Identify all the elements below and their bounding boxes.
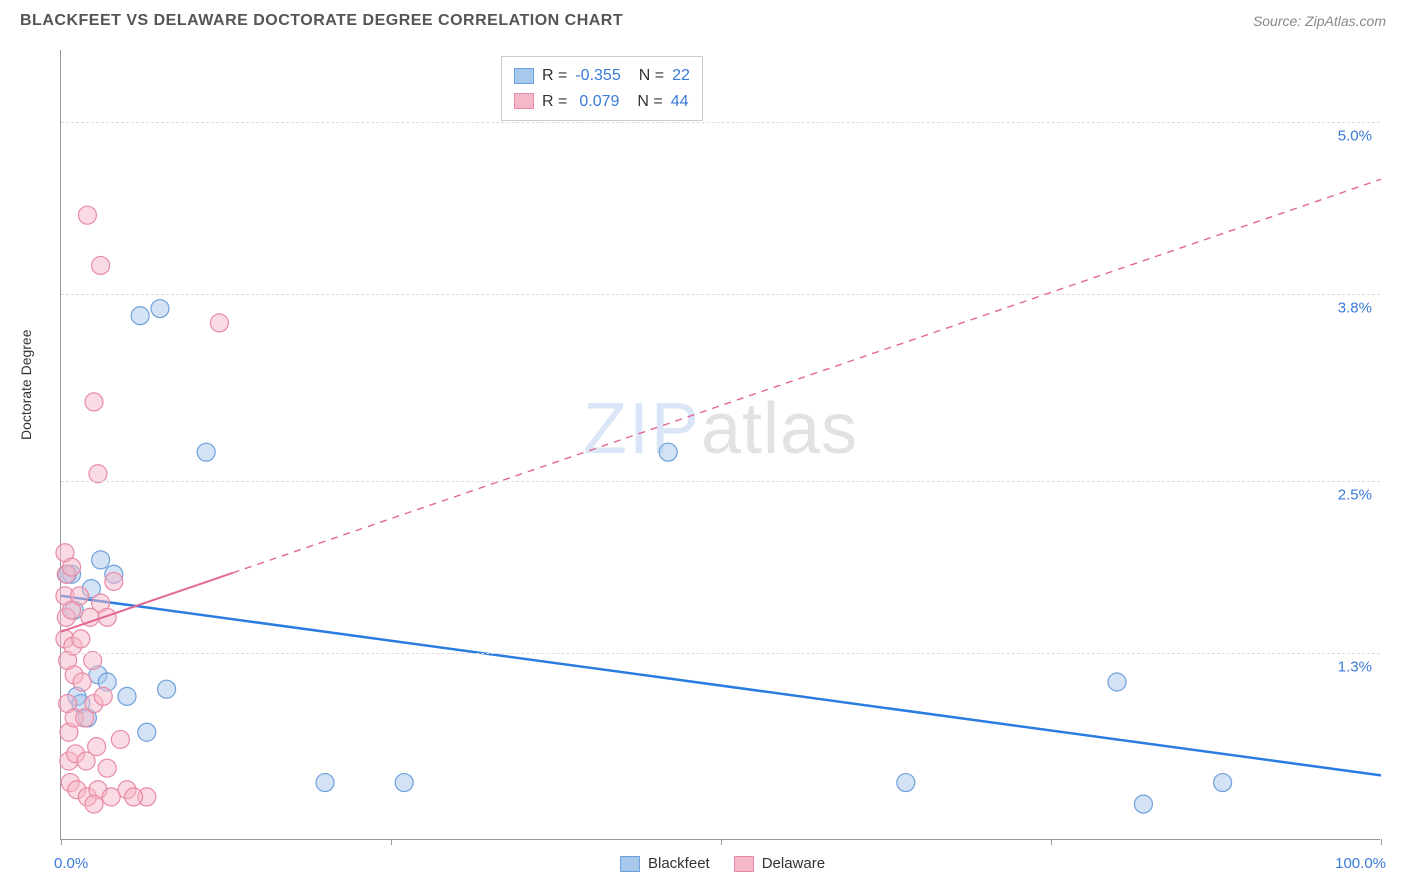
gridline-h (61, 122, 1380, 123)
legend-r-label: R = (542, 63, 567, 89)
y-tick-label: 1.3% (1338, 659, 1372, 676)
legend-label-0: Blackfeet (648, 855, 710, 872)
scatter-point (105, 572, 123, 590)
plot-area: ZIPatlas R = -0.355 N = 22 R = 0.079 N =… (60, 50, 1380, 840)
swatch-delaware (514, 93, 534, 109)
legend-correlation: R = -0.355 N = 22 R = 0.079 N = 44 (501, 56, 703, 121)
scatter-point (138, 723, 156, 741)
gridline-h (61, 653, 1380, 654)
y-tick-label: 2.5% (1338, 486, 1372, 503)
scatter-point (94, 687, 112, 705)
scatter-point (98, 759, 116, 777)
x-tick (391, 839, 392, 845)
trend-line-dashed (233, 179, 1381, 573)
legend-r-label: R = (542, 89, 567, 115)
chart-header: BLACKFEET VS DELAWARE DOCTORATE DEGREE C… (0, 0, 1406, 38)
legend-r-value-0: -0.355 (575, 63, 620, 89)
scatter-point (131, 307, 149, 325)
plot-svg (61, 50, 1380, 839)
scatter-point (197, 443, 215, 461)
scatter-point (897, 774, 915, 792)
x-tick-max: 100.0% (1335, 855, 1386, 872)
legend-series: Blackfeet Delaware (620, 855, 825, 872)
gridline-h (61, 481, 1380, 482)
gridline-h (61, 294, 1380, 295)
scatter-point (70, 587, 88, 605)
scatter-point (210, 314, 228, 332)
legend-row-blackfeet: R = -0.355 N = 22 (514, 63, 690, 89)
legend-n-value-1: 44 (671, 89, 689, 115)
scatter-point (72, 630, 90, 648)
scatter-point (1134, 795, 1152, 813)
scatter-point (78, 206, 96, 224)
scatter-point (1108, 673, 1126, 691)
scatter-point (85, 393, 103, 411)
scatter-point (73, 673, 91, 691)
legend-row-delaware: R = 0.079 N = 44 (514, 89, 690, 115)
swatch-blackfeet-icon (620, 856, 640, 872)
scatter-point (88, 738, 106, 756)
y-axis-label: Doctorate Degree (18, 329, 34, 440)
legend-r-value-1: 0.079 (579, 89, 619, 115)
scatter-point (151, 300, 169, 318)
legend-label-1: Delaware (762, 855, 825, 872)
legend-n-label: N = (639, 63, 664, 89)
legend-item-blackfeet: Blackfeet (620, 855, 710, 872)
chart-container: ZIPatlas R = -0.355 N = 22 R = 0.079 N =… (60, 50, 1380, 840)
chart-source: Source: ZipAtlas.com (1253, 13, 1386, 29)
scatter-point (111, 730, 129, 748)
legend-item-delaware: Delaware (734, 855, 825, 872)
scatter-point (92, 256, 110, 274)
scatter-point (92, 551, 110, 569)
y-tick-label: 3.8% (1338, 300, 1372, 317)
scatter-point (118, 687, 136, 705)
x-tick (1381, 839, 1382, 845)
x-tick-min: 0.0% (54, 855, 88, 872)
scatter-point (1214, 774, 1232, 792)
legend-n-value-0: 22 (672, 63, 690, 89)
scatter-point (63, 558, 81, 576)
scatter-point (659, 443, 677, 461)
scatter-point (125, 788, 143, 806)
swatch-blackfeet (514, 68, 534, 84)
chart-title: BLACKFEET VS DELAWARE DOCTORATE DEGREE C… (20, 12, 623, 30)
x-tick (721, 839, 722, 845)
scatter-point (316, 774, 334, 792)
x-tick (1051, 839, 1052, 845)
scatter-point (85, 795, 103, 813)
trend-line-solid (61, 596, 1381, 776)
scatter-point (395, 774, 413, 792)
legend-n-label: N = (637, 89, 662, 115)
x-tick (61, 839, 62, 845)
y-tick-label: 5.0% (1338, 127, 1372, 144)
swatch-delaware-icon (734, 856, 754, 872)
scatter-point (158, 680, 176, 698)
